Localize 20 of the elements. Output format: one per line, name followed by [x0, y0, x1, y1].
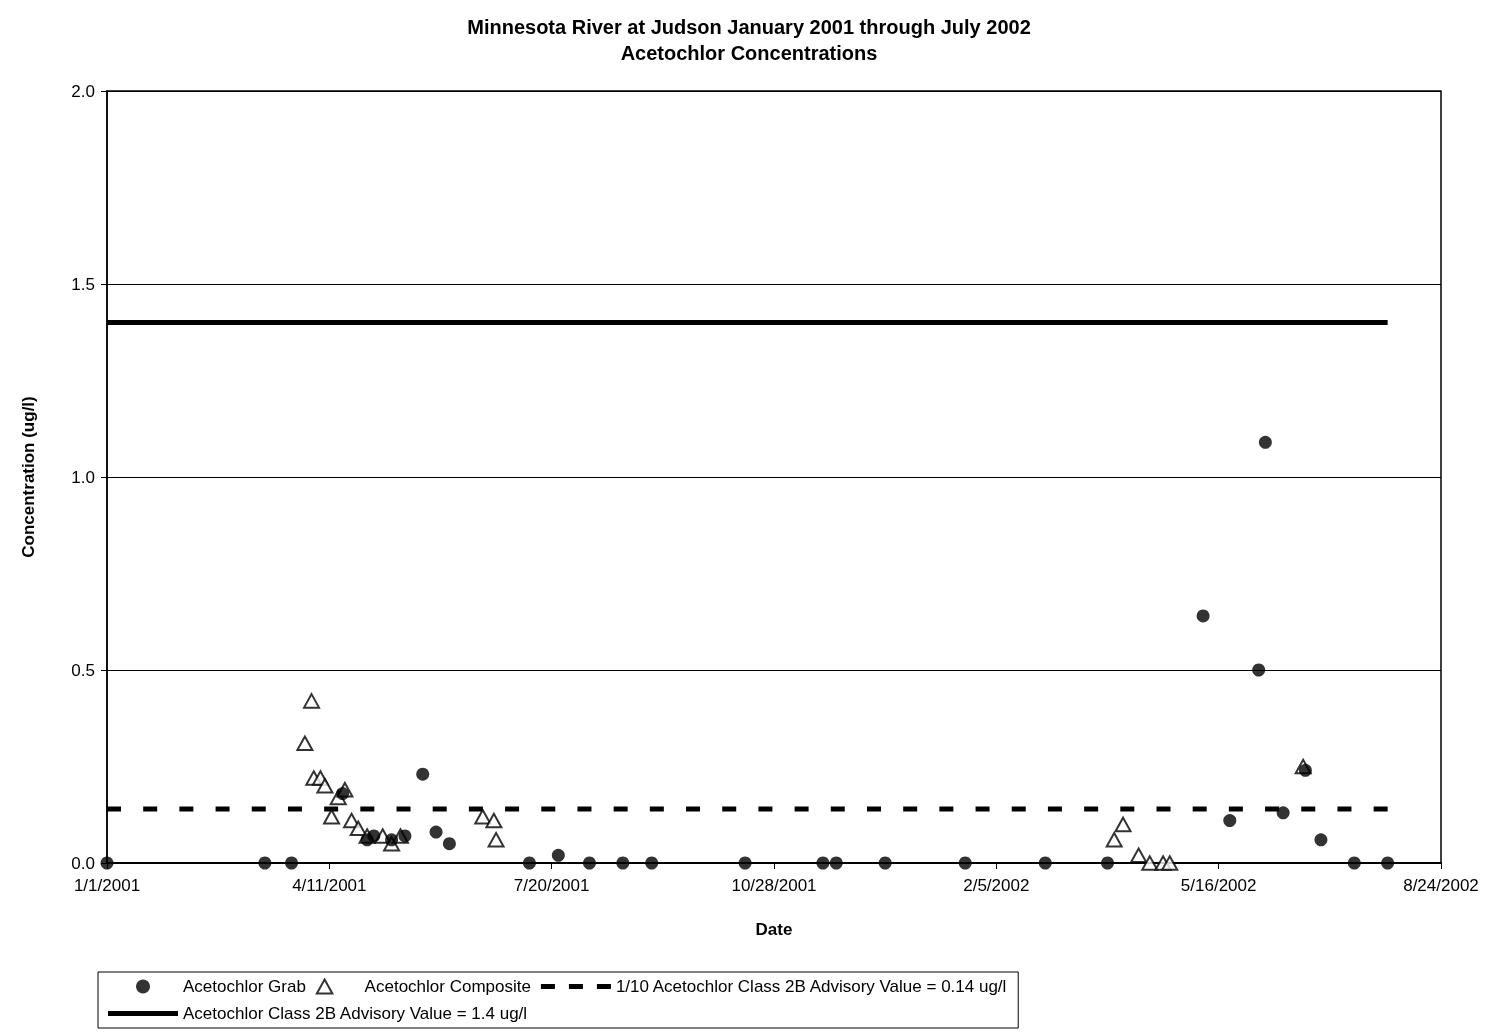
- y-tick-label: 1.5: [71, 274, 95, 294]
- x-tick-label: 8/24/2002: [1403, 876, 1479, 895]
- legend-label: 1/10 Acetochlor Class 2B Advisory Value = 0.14 ug/l: [615, 977, 1007, 996]
- chart-title: Minnesota River at Judson January 2001 through July 2002: [467, 16, 1031, 38]
- x-tick-label: 10/28/2001: [731, 876, 817, 895]
- legend-label: Acetochlor Composite: [364, 977, 531, 996]
- legend-label: Acetochlor Class 2B Advisory Value = 1.4 ug/l: [183, 1004, 528, 1023]
- y-axis-title: Concentration (ug/l): [19, 396, 38, 558]
- x-tick-label: 4/11/2001: [292, 876, 367, 895]
- legend-label: Acetochlor Grab: [183, 977, 306, 996]
- y-tick-label: 0.5: [71, 660, 95, 680]
- x-tick-label: 1/1/2001: [73, 876, 141, 895]
- x-tick-label: 2/5/2002: [963, 876, 1030, 895]
- y-tick-label: 0.0: [71, 853, 95, 873]
- x-axis-title: Date: [755, 920, 793, 939]
- x-tick-label: 7/20/2001: [513, 876, 590, 895]
- chart-subtitle: Acetochlor Concentrations: [620, 42, 878, 64]
- y-tick-label: 1.0: [71, 467, 95, 487]
- x-tick-label: 5/16/2002: [1180, 876, 1257, 895]
- y-tick-label: 2.0: [71, 81, 95, 101]
